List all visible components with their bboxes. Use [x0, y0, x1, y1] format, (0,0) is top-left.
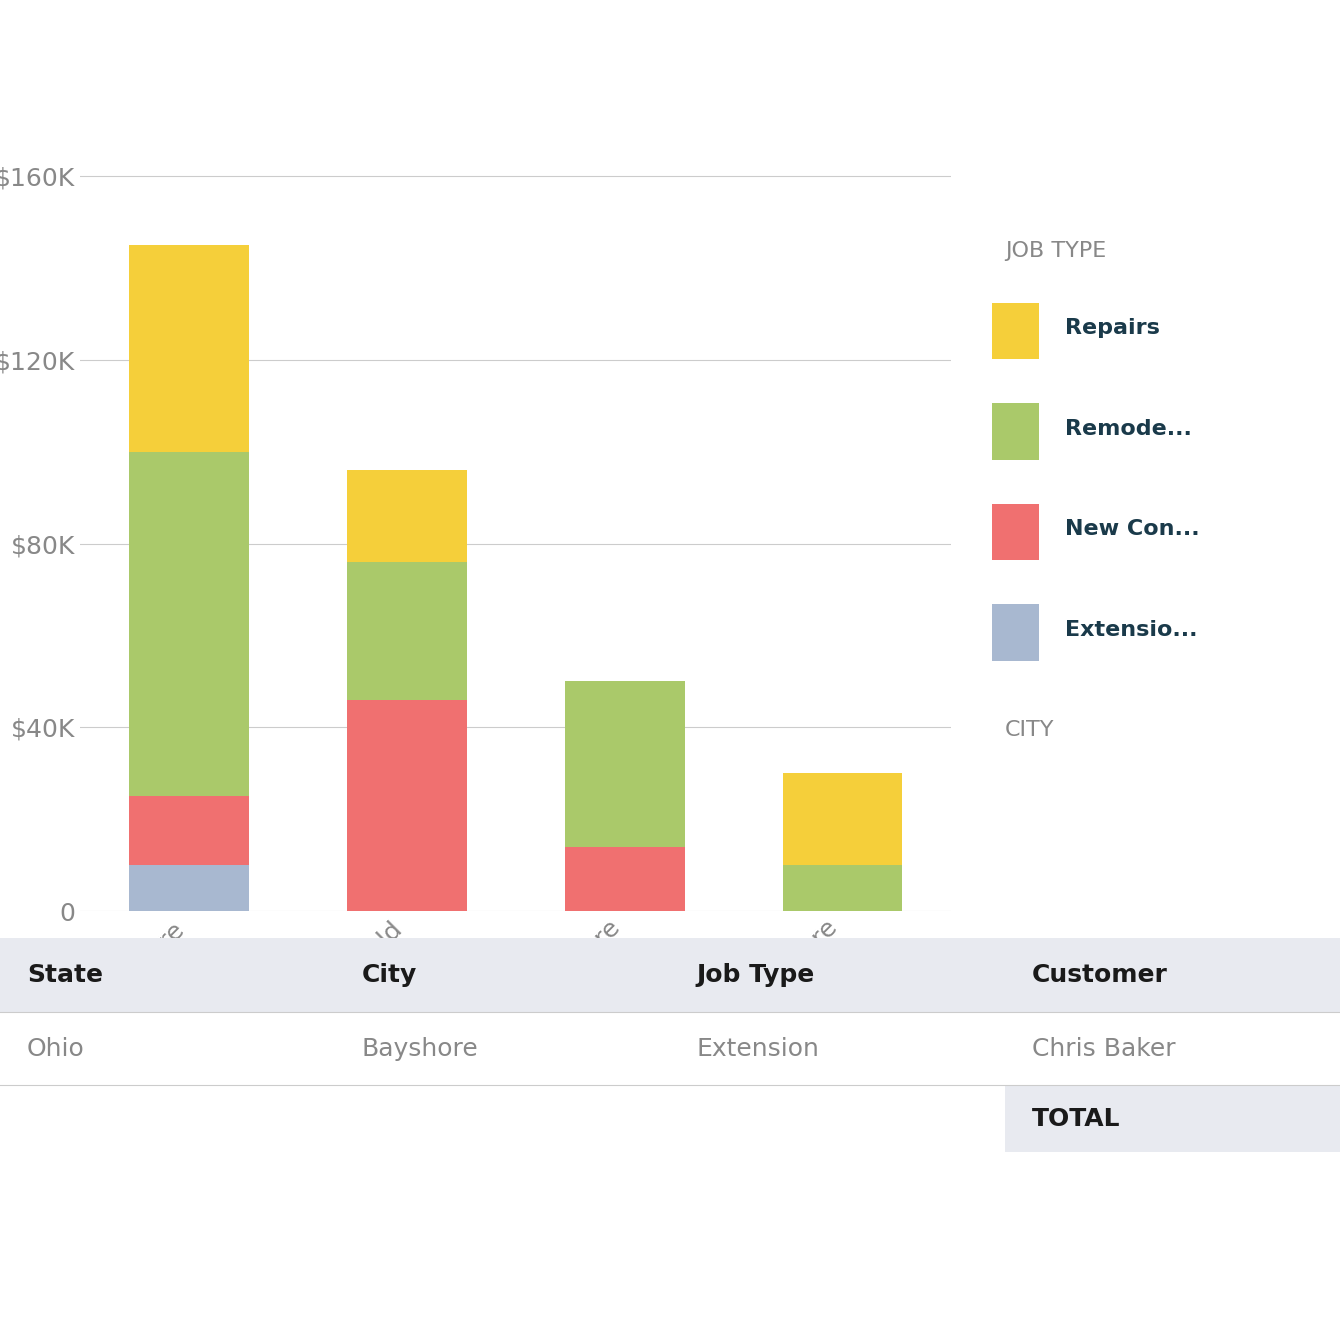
Bar: [783, 773, 902, 866]
Text: Customer: Customer: [1032, 963, 1167, 986]
Text: State: State: [27, 963, 103, 986]
Text: Repairs: Repairs: [1065, 319, 1160, 338]
Bar: [347, 561, 466, 699]
Bar: [130, 245, 249, 452]
Bar: [565, 682, 685, 847]
Text: Ohio: Ohio: [27, 1037, 84, 1060]
Text: JOB TYPE: JOB TYPE: [1005, 241, 1107, 261]
Text: Chris Baker: Chris Baker: [1032, 1037, 1175, 1060]
Text: Job Type: Job Type: [697, 963, 815, 986]
Bar: [130, 452, 249, 796]
Text: Bayshore: Bayshore: [362, 1037, 478, 1060]
Bar: [347, 470, 466, 561]
Text: Remode...: Remode...: [1065, 419, 1193, 438]
Bar: [783, 866, 902, 911]
Text: CITY: CITY: [1005, 721, 1055, 740]
Text: City: City: [362, 963, 417, 986]
Text: New Con...: New Con...: [1065, 520, 1199, 539]
Bar: [130, 796, 249, 866]
Text: TOTAL: TOTAL: [1032, 1107, 1120, 1131]
Text: Extension: Extension: [697, 1037, 820, 1060]
Bar: [130, 866, 249, 911]
Bar: [347, 699, 466, 911]
Bar: [565, 847, 685, 911]
Text: Extensio...: Extensio...: [1065, 620, 1198, 639]
